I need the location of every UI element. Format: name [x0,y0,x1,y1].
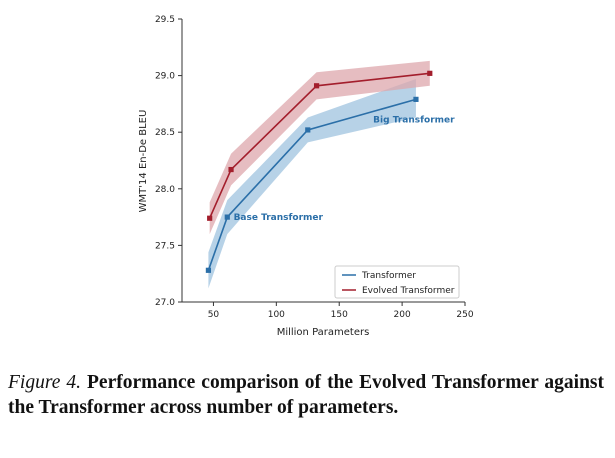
x-tick-label: 250 [456,310,473,320]
chart: 50 100 150 200 250 27.0 27.5 28.0 28.5 29.0 29.5 B… [138,15,474,338]
point-transformer [205,267,212,273]
caption-text: Performance comparison of the Evolved Tr… [8,372,605,418]
legend-label-transformer: Transformer [361,271,416,281]
legend-label-evolved-transformer: Evolved Transformer [362,286,455,296]
annotation-base-transformer: Base Transformer [234,213,324,223]
legend: Transformer Evolved Transformer [334,265,460,299]
tick-labels: 50 100 150 200 250 27.0 27.5 28.0 28.5 29.0 29.5 [155,15,474,320]
line-evolved-transformer [208,72,430,219]
plot-area [182,19,465,302]
series-lines [207,72,430,271]
point-evolved-transformer [313,83,320,89]
point-transformer [413,96,419,102]
y-tick-label: 28.0 [155,185,175,195]
point-evolved-transformer [207,215,213,221]
annotations: Base Transformer Big Transformer [234,116,456,223]
x-tick-label: 150 [331,310,348,320]
point-transformer [224,214,230,220]
x-tick-label: 100 [268,310,285,320]
y-axis-label: WMT'14 En-De BLEU [138,110,149,213]
point-transformer [305,127,311,133]
x-axis-label: Million Parameters [277,327,370,338]
y-tick-label: 29.0 [155,72,175,82]
point-evolved-transformer [228,166,234,173]
band-transformer [208,78,416,289]
y-tick-label: 27.0 [155,298,175,308]
y-tick-label: 28.5 [155,128,175,138]
series-markers [205,70,433,273]
y-tick-label: 27.5 [155,241,175,251]
caption-label: Figure 4. [8,372,81,393]
legend-box [334,265,460,299]
x-tick-label: 50 [208,310,220,320]
x-tick-label: 200 [394,310,411,320]
annotation-big-transformer: Big Transformer [373,116,455,126]
line-transformer [207,98,417,271]
point-evolved-transformer [427,70,433,76]
figure-caption: Figure 4. Performance comparison of the … [8,370,604,420]
y-tick-label: 29.5 [155,15,175,25]
axes [178,18,466,306]
